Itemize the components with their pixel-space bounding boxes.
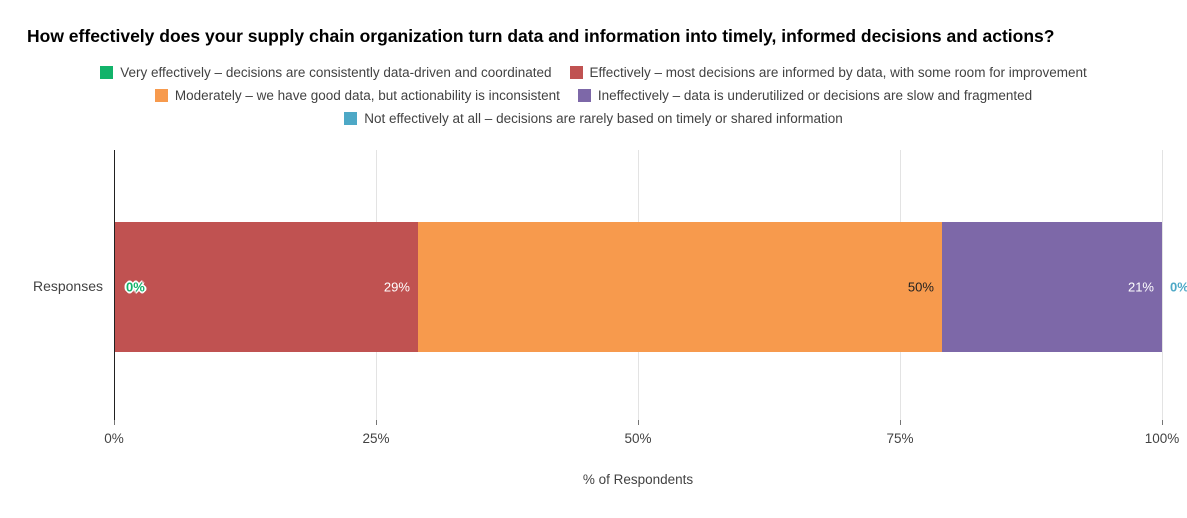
x-tick: [900, 420, 901, 425]
legend-item-label: Moderately – we have good data, but acti…: [174, 87, 560, 103]
legend-row: Very effectively – decisions are consist…: [0, 64, 1187, 80]
legend-item: Moderately – we have good data, but acti…: [154, 87, 560, 103]
bar-value-label: 50%: [907, 279, 934, 295]
legend-item-label: Ineffectively – data is underutilized or…: [597, 87, 1033, 103]
legend-item-label: Very effectively – decisions are consist…: [120, 64, 552, 80]
legend-item: Very effectively – decisions are consist…: [100, 64, 552, 80]
bar-segment[interactable]: [114, 222, 418, 352]
legend-item-label: Not effectively at all – decisions are r…: [364, 110, 843, 126]
legend-item: Ineffectively – data is underutilized or…: [577, 87, 1033, 103]
legend-swatch-icon: [569, 65, 583, 79]
stacked-bar: 0% 29% 50% 21% 0%: [114, 222, 1187, 352]
legend-row: Not effectively at all – decisions are r…: [0, 110, 1187, 126]
bar-value-label: 29%: [383, 279, 410, 295]
x-tick-label: 75%: [886, 431, 914, 446]
legend-row: Moderately – we have good data, but acti…: [0, 87, 1187, 103]
y-category-label: Responses: [32, 278, 103, 294]
legend-swatch-icon: [577, 88, 591, 102]
legend-swatch-icon: [100, 65, 114, 79]
y-axis-line: [114, 150, 115, 420]
legend-item-label: Effectively – most decisions are informe…: [589, 64, 1087, 80]
bar-value-label: 21%: [1127, 279, 1154, 295]
legend: Very effectively – decisions are consist…: [0, 64, 1187, 133]
bar-segment[interactable]: [417, 222, 942, 352]
bar-value-label: 0%: [126, 279, 145, 295]
x-tick-label: 0%: [104, 431, 124, 446]
legend-item: Effectively – most decisions are informe…: [569, 64, 1087, 80]
legend-swatch-icon: [344, 111, 358, 125]
plot-area: 0% 29% 50% 21% 0% 0% 25% 50% 75% 100%: [104, 150, 1187, 446]
x-axis-label: % of Respondents: [582, 472, 694, 487]
x-tick: [376, 420, 377, 425]
x-tick: [1162, 420, 1163, 425]
x-tick: [638, 420, 639, 425]
legend-swatch-icon: [154, 88, 168, 102]
bar-value-label: 0%: [1170, 279, 1187, 295]
chart-title: How effectively does your supply chain o…: [27, 26, 1055, 46]
x-tick-label: 50%: [624, 431, 652, 446]
legend-item: Not effectively at all – decisions are r…: [344, 111, 843, 126]
x-tick-label: 100%: [1144, 431, 1180, 446]
gridline: [1162, 150, 1163, 420]
x-tick-label: 25%: [362, 431, 390, 446]
x-tick: [114, 420, 115, 425]
bar-segment[interactable]: [941, 222, 1162, 352]
